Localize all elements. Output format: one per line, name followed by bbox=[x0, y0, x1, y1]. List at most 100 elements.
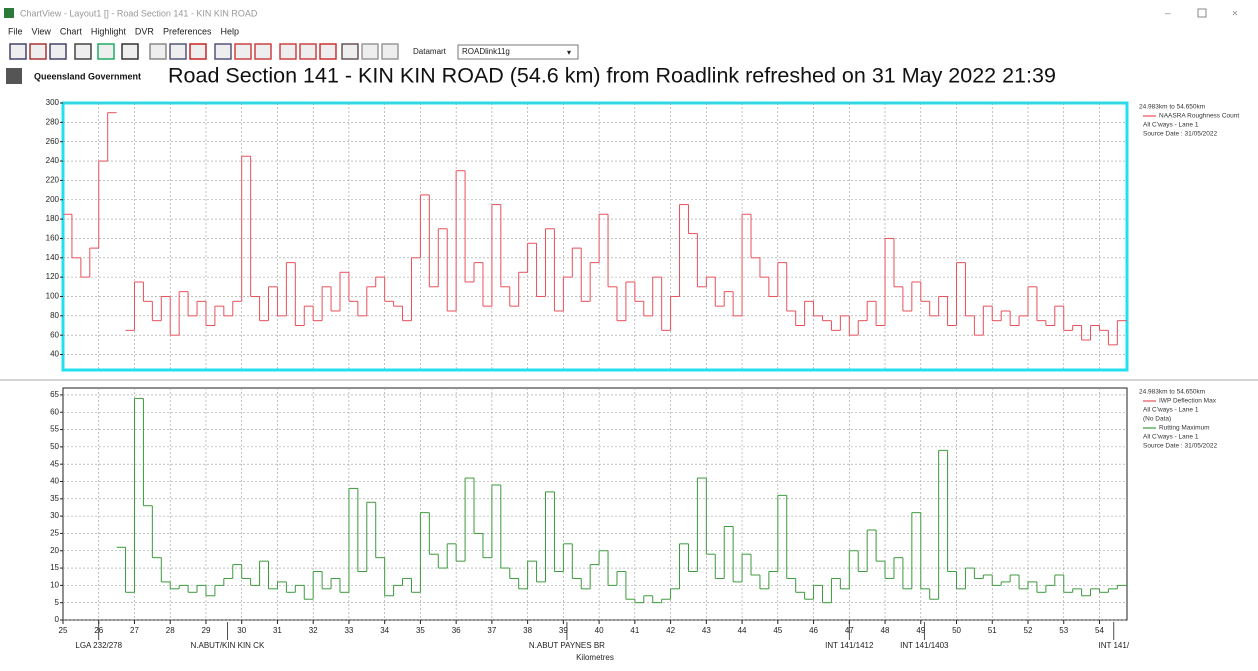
tool-button[interactable] bbox=[234, 43, 252, 60]
window-title: ChartView - Layout1 [] - Road Section 14… bbox=[20, 8, 258, 18]
x-tick-label: 27 bbox=[130, 626, 139, 635]
minimize[interactable]: – bbox=[1165, 9, 1171, 20]
legend-entry: IWP Deflection Max bbox=[1159, 398, 1217, 405]
tool-button[interactable] bbox=[319, 43, 337, 60]
y-tick-label: 60 bbox=[50, 330, 59, 339]
x-tick-label: 41 bbox=[630, 626, 639, 635]
legend-note: All C'ways - Lane 1 bbox=[1143, 122, 1199, 129]
heading: Road Section 141 - KIN KIN ROAD (54.6 km… bbox=[168, 64, 1056, 88]
x-tick-label: 43 bbox=[702, 626, 711, 635]
x-tick-label: 49 bbox=[916, 626, 925, 635]
annotation-label: N.ABUT/KIN KIN CK bbox=[191, 641, 265, 650]
x-tick-label: 37 bbox=[487, 626, 496, 635]
tool-button[interactable] bbox=[149, 43, 167, 60]
x-tick-label: 35 bbox=[416, 626, 425, 635]
y-tick-label: 40 bbox=[50, 477, 59, 486]
x-tick-label: 54 bbox=[1095, 626, 1104, 635]
tool-button[interactable] bbox=[361, 43, 379, 60]
menu-item[interactable]: View bbox=[32, 26, 52, 36]
menu-item[interactable]: Preferences bbox=[163, 26, 212, 36]
x-tick-label: 33 bbox=[344, 626, 353, 635]
datamart-select[interactable] bbox=[457, 44, 579, 60]
tool-button[interactable] bbox=[254, 43, 272, 60]
legend-note: All C'ways - Lane 1 bbox=[1143, 407, 1199, 414]
x-tick-label: 40 bbox=[595, 626, 604, 635]
y-tick-label: 180 bbox=[46, 214, 60, 223]
annotation-label: INT 141/1403 bbox=[900, 641, 949, 650]
x-tick-label: 53 bbox=[1059, 626, 1068, 635]
menu-item[interactable]: File bbox=[8, 26, 23, 36]
y-tick-label: 65 bbox=[50, 390, 59, 399]
y-tick-label: 260 bbox=[46, 137, 60, 146]
menu-item[interactable]: DVR bbox=[135, 26, 155, 36]
close[interactable]: × bbox=[1232, 9, 1238, 20]
y-tick-label: 80 bbox=[50, 311, 59, 320]
tool-button[interactable] bbox=[121, 43, 139, 60]
tool-button[interactable] bbox=[381, 43, 399, 60]
tool-button[interactable] bbox=[299, 43, 317, 60]
x-tick-label: 30 bbox=[237, 626, 246, 635]
x-tick-label: 39 bbox=[559, 626, 568, 635]
y-tick-label: 100 bbox=[46, 292, 60, 301]
x-tick-label: 38 bbox=[523, 626, 532, 635]
y-tick-label: 55 bbox=[50, 425, 59, 434]
x-tick-label: 42 bbox=[666, 626, 675, 635]
app-icon bbox=[4, 8, 14, 18]
datamart-label: Datamart bbox=[413, 47, 447, 56]
tool-button[interactable] bbox=[49, 43, 67, 60]
y-tick-label: 60 bbox=[50, 407, 59, 416]
tool-button[interactable] bbox=[341, 43, 359, 60]
x-tick-label: 32 bbox=[309, 626, 318, 635]
x-tick-label: 46 bbox=[809, 626, 818, 635]
x-tick-label: 36 bbox=[452, 626, 461, 635]
y-tick-label: 280 bbox=[46, 117, 60, 126]
datamart-value: ROADlink11g bbox=[462, 47, 510, 56]
maximize[interactable] bbox=[1197, 8, 1207, 18]
x-tick-label: 28 bbox=[166, 626, 175, 635]
menu-item[interactable]: Chart bbox=[60, 26, 83, 36]
y-tick-label: 15 bbox=[50, 563, 59, 572]
plot-area bbox=[62, 387, 1128, 621]
tool-button[interactable] bbox=[169, 43, 187, 60]
x-tick-label: 45 bbox=[773, 626, 782, 635]
y-tick-label: 140 bbox=[46, 253, 60, 262]
tool-button[interactable] bbox=[279, 43, 297, 60]
tool-button[interactable] bbox=[97, 43, 115, 60]
y-tick-label: 120 bbox=[46, 272, 60, 281]
plot-area bbox=[61, 101, 1129, 372]
y-tick-label: 160 bbox=[46, 234, 60, 243]
x-tick-label: 48 bbox=[881, 626, 890, 635]
x-tick-label: 44 bbox=[738, 626, 747, 635]
logo-text: Queensland Government bbox=[34, 71, 141, 81]
x-tick-label: 34 bbox=[380, 626, 389, 635]
tool-button[interactable] bbox=[9, 43, 27, 60]
y-tick-label: 0 bbox=[55, 615, 60, 624]
x-tick-label: 25 bbox=[59, 626, 68, 635]
y-tick-label: 25 bbox=[50, 529, 59, 538]
menu-item[interactable]: Help bbox=[220, 26, 239, 36]
menu-item[interactable]: Highlight bbox=[91, 26, 127, 36]
tool-button[interactable] bbox=[74, 43, 92, 60]
y-tick-label: 200 bbox=[46, 195, 60, 204]
annotation-label: INT 141/1412 bbox=[825, 641, 874, 650]
legend-entry: Rutting Maximum bbox=[1159, 425, 1210, 432]
legend-entry: NAASRA Roughness Count bbox=[1159, 113, 1239, 120]
annotation-label: LGA 232/278 bbox=[75, 641, 122, 650]
y-tick-label: 30 bbox=[50, 511, 59, 520]
y-tick-label: 5 bbox=[55, 598, 60, 607]
annotation-label: N.ABUT PAYNES BR bbox=[529, 641, 605, 650]
x-tick-label: 29 bbox=[202, 626, 211, 635]
x-tick-label: 51 bbox=[988, 626, 997, 635]
y-tick-label: 40 bbox=[50, 350, 59, 359]
legend-footer: Source Date : 31/05/2022 bbox=[1143, 443, 1217, 450]
x-tick-label: 50 bbox=[952, 626, 961, 635]
dropdown-arrow: ▾ bbox=[567, 48, 571, 57]
legend-footer: Source Date : 31/05/2022 bbox=[1143, 131, 1217, 138]
legend-header: 24.983km to 54.650km bbox=[1139, 104, 1205, 111]
tool-button[interactable] bbox=[214, 43, 232, 60]
y-tick-label: 45 bbox=[50, 459, 59, 468]
tool-button[interactable] bbox=[189, 43, 207, 60]
crest bbox=[6, 68, 22, 84]
tool-button[interactable] bbox=[29, 43, 47, 60]
